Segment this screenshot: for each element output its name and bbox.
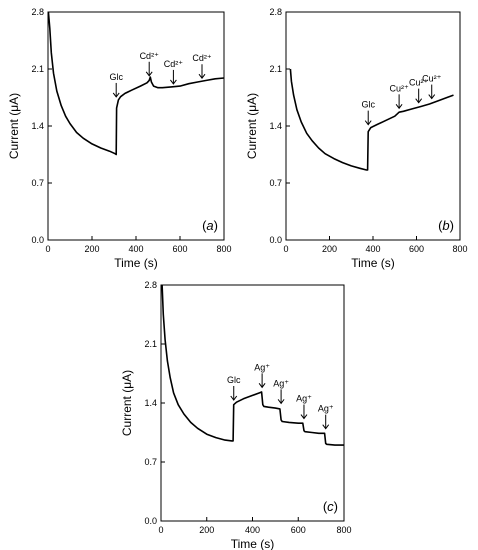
panel-label: (b) [438,218,454,233]
x-tick-label: 200 [84,244,99,254]
y-tick-label: 2.1 [269,64,282,74]
y-tick-label: 1.4 [31,121,44,131]
x-tick-label: 800 [336,525,351,535]
x-tick-label: 0 [158,525,163,535]
current-trace-line [161,284,344,446]
y-tick-label: 0.7 [31,178,44,188]
x-tick-label: 400 [365,244,380,254]
annotation-label: Cd²⁺ [192,53,212,63]
x-tick-label: 400 [128,244,143,254]
annotation-label: Ag⁺ [273,378,289,388]
x-tick-label: 200 [322,244,337,254]
y-tick-label: 2.8 [31,7,44,17]
y-tick-label: 0.0 [31,235,44,245]
annotation-label: Glc [227,375,241,385]
annotation-label: Ag⁺ [296,394,312,404]
annotation-arrowhead [112,92,120,98]
annotation-arrowhead [395,104,403,110]
x-tick-label: 200 [199,525,214,535]
y-tick-label: 0.0 [144,516,157,526]
chart-panel-a: 0 200 400 600 800 0.0 0.7 1.4 2.1 2.8 Time (s) Curr… [7,7,232,270]
annotation-arrowhead [198,73,206,80]
y-tick-label: 1.4 [144,398,157,408]
y-tick-label: 2.1 [144,339,157,349]
annotation-label: Ag⁺ [254,362,270,372]
annotation-arrowhead [230,395,238,401]
annotation-label: Cd²⁺ [164,59,184,69]
annotation-arrowhead [145,71,153,77]
annotation-arrowhead [300,414,308,420]
y-tick-label: 0.7 [269,178,282,188]
y-tick-label: 2.8 [269,7,282,17]
annotation-label: Glc [109,72,123,82]
annotation-label: Cu²⁺ [389,83,409,93]
annotation-arrowhead [277,399,285,405]
x-tick-label: 0 [45,244,50,254]
annotation-label: Ag⁺ [318,404,334,414]
x-axis-title: Time (s) [114,256,158,270]
annotation-arrowhead [258,383,266,389]
current-trace-line [289,68,454,171]
x-tick-label: 600 [172,244,187,254]
x-tick-label: 600 [409,244,424,254]
current-trace-line [47,11,225,156]
y-tick-label: 0.7 [144,457,157,467]
x-tick-label: 400 [245,525,260,535]
y-tick-label: 2.8 [144,280,157,290]
panel-label: (a) [202,218,218,233]
annotation-arrowhead [428,94,436,100]
y-axis-title: Current (μA) [120,370,134,436]
annotation-arrowhead [322,424,330,430]
plot-frame [160,284,345,522]
x-tick-label: 600 [291,525,306,535]
y-axis-title: Current (μA) [7,93,21,159]
y-tick-label: 0.0 [269,235,282,245]
x-axis-title: Time (s) [231,537,275,550]
x-tick-label: 0 [283,244,288,254]
annotation-label: Glc [361,100,375,110]
annotation-arrowhead [169,79,177,85]
annotation-label: Cu²⁺ [409,78,429,88]
annotation-label: Cu²⁺ [422,74,442,84]
x-tick-label: 800 [216,244,231,254]
y-tick-label: 1.4 [269,121,282,131]
annotation-arrowhead [364,120,372,126]
annotation-label: Cd²⁺ [140,51,160,61]
panel-label: (c) [323,499,338,514]
annotation-arrowhead [415,98,423,104]
y-axis-title: Current (μA) [245,93,259,159]
x-tick-label: 800 [452,244,467,254]
y-tick-label: 2.1 [31,64,44,74]
chart-panel-b: 0 200 400 600 800 0.0 0.7 1.4 2.1 2.8 Time (s) Curr… [245,7,468,270]
x-axis-title: Time (s) [351,256,395,270]
